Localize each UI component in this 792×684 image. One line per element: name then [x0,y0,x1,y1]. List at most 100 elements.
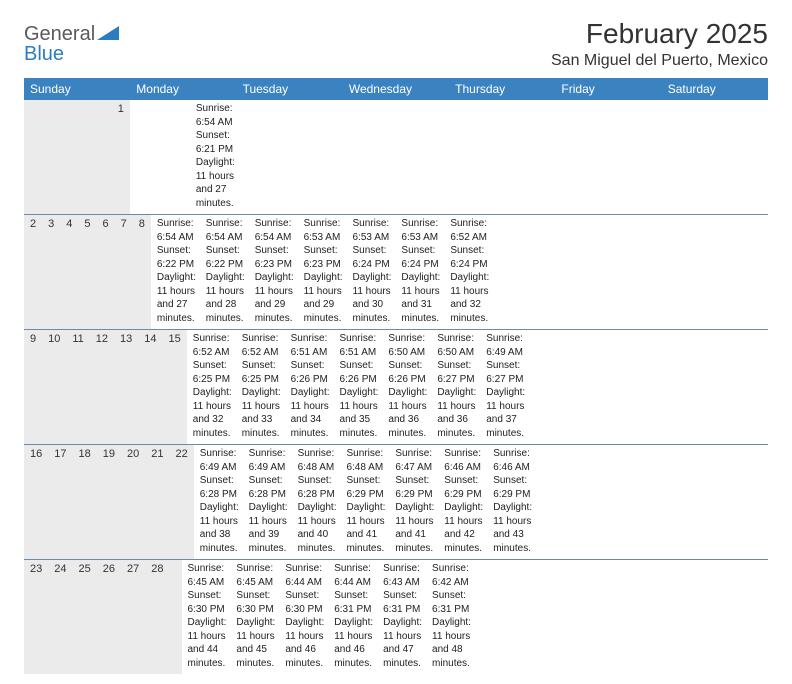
title-block: February 2025 San Miguel del Puerto, Mex… [551,18,768,70]
day-number: 23 [24,560,48,674]
day-number: 19 [97,445,121,559]
day-info: Sunrise: 6:49 AM Sunset: 6:27 PM Dayligh… [480,330,529,444]
day-number [39,100,54,214]
day-body-row: Sunrise: 6:52 AM Sunset: 6:25 PM Dayligh… [187,330,529,444]
day-number [24,100,39,214]
day-number: 13 [114,330,138,444]
day-number: 4 [60,215,78,329]
day-number: 21 [145,445,169,559]
weekday-header: Saturday [662,78,768,100]
day-number: 6 [97,215,115,329]
day-info: Sunrise: 6:52 AM Sunset: 6:24 PM Dayligh… [444,215,493,329]
day-info: Sunrise: 6:54 AM Sunset: 6:22 PM Dayligh… [151,215,200,329]
calendar-page: General Blue February 2025 San Miguel de… [0,0,792,684]
header-row: General Blue February 2025 San Miguel de… [24,18,768,70]
day-info: Sunrise: 6:54 AM Sunset: 6:21 PM Dayligh… [190,100,239,214]
day-info: Sunrise: 6:53 AM Sunset: 6:24 PM Dayligh… [395,215,444,329]
daynum-strip: 9101112131415 [24,330,187,444]
day-info: Sunrise: 6:53 AM Sunset: 6:24 PM Dayligh… [347,215,396,329]
day-number: 7 [115,215,133,329]
day-number: 2 [24,215,42,329]
day-number: 8 [133,215,151,329]
day-info: Sunrise: 6:46 AM Sunset: 6:29 PM Dayligh… [438,445,487,559]
day-info: Sunrise: 6:44 AM Sunset: 6:30 PM Dayligh… [279,560,328,674]
daynum-strip: 232425262728 [24,560,182,674]
day-info: Sunrise: 6:50 AM Sunset: 6:26 PM Dayligh… [382,330,431,444]
day-number: 28 [145,560,169,674]
day-info [140,100,150,214]
day-number [68,100,83,214]
day-number: 24 [48,560,72,674]
day-info: Sunrise: 6:54 AM Sunset: 6:22 PM Dayligh… [200,215,249,329]
day-number: 12 [90,330,114,444]
day-info: Sunrise: 6:51 AM Sunset: 6:26 PM Dayligh… [285,330,334,444]
day-info: Sunrise: 6:49 AM Sunset: 6:28 PM Dayligh… [194,445,243,559]
day-number [82,100,97,214]
day-body-row: Sunrise: 6:49 AM Sunset: 6:28 PM Dayligh… [194,445,536,559]
weekday-header: Wednesday [343,78,449,100]
logo-word-blue: Blue [24,43,64,65]
weekday-header: Monday [130,78,236,100]
day-number: 14 [138,330,162,444]
day-number: 27 [121,560,145,674]
weekday-header: Friday [555,78,661,100]
day-info: Sunrise: 6:42 AM Sunset: 6:31 PM Dayligh… [426,560,475,674]
day-number [53,100,68,214]
weekday-header: Tuesday [237,78,343,100]
day-number: 15 [163,330,187,444]
day-info: Sunrise: 6:49 AM Sunset: 6:28 PM Dayligh… [243,445,292,559]
calendar-grid: Sunday Monday Tuesday Wednesday Thursday… [24,78,768,674]
day-number: 11 [66,330,89,444]
day-info [475,560,485,674]
day-number: 3 [42,215,60,329]
day-number [97,100,112,214]
day-info: Sunrise: 6:50 AM Sunset: 6:27 PM Dayligh… [431,330,480,444]
week-row: 1 Sunrise: 6:54 AM Sunset: 6:21 PM Daylig… [24,100,768,215]
week-row: 16171819202122Sunrise: 6:49 AM Sunset: 6… [24,445,768,560]
logo: General Blue [24,24,119,64]
day-info: Sunrise: 6:45 AM Sunset: 6:30 PM Dayligh… [230,560,279,674]
day-info: Sunrise: 6:47 AM Sunset: 6:29 PM Dayligh… [389,445,438,559]
week-row: 232425262728Sunrise: 6:45 AM Sunset: 6:3… [24,560,768,674]
day-number: 20 [121,445,145,559]
day-number: 22 [170,445,194,559]
day-number: 17 [48,445,72,559]
day-info [180,100,190,214]
weekday-header-row: Sunday Monday Tuesday Wednesday Thursday… [24,78,768,100]
day-info: Sunrise: 6:48 AM Sunset: 6:29 PM Dayligh… [340,445,389,559]
day-info: Sunrise: 6:46 AM Sunset: 6:29 PM Dayligh… [487,445,536,559]
day-info: Sunrise: 6:52 AM Sunset: 6:25 PM Dayligh… [187,330,236,444]
day-body-row: Sunrise: 6:54 AM Sunset: 6:22 PM Dayligh… [151,215,493,329]
day-info [160,100,170,214]
weekday-header: Thursday [449,78,555,100]
day-number: 10 [42,330,66,444]
logo-triangle-icon [97,24,119,44]
day-number: 5 [78,215,96,329]
daynum-strip: 16171819202122 [24,445,194,559]
day-info: Sunrise: 6:45 AM Sunset: 6:30 PM Dayligh… [182,560,231,674]
day-number: 1 [112,100,130,214]
day-number: 26 [97,560,121,674]
day-body-row: Sunrise: 6:54 AM Sunset: 6:21 PM Dayligh… [130,100,239,214]
day-info: Sunrise: 6:48 AM Sunset: 6:28 PM Dayligh… [292,445,341,559]
day-body-row: Sunrise: 6:45 AM Sunset: 6:30 PM Dayligh… [182,560,485,674]
weeks-container: 1 Sunrise: 6:54 AM Sunset: 6:21 PM Daylig… [24,100,768,674]
week-row: 2345678Sunrise: 6:54 AM Sunset: 6:22 PM … [24,215,768,330]
day-info [130,100,140,214]
day-info: Sunrise: 6:44 AM Sunset: 6:31 PM Dayligh… [328,560,377,674]
daynum-strip: 2345678 [24,215,151,329]
location-subtitle: San Miguel del Puerto, Mexico [551,52,768,70]
day-number [170,560,182,674]
day-info: Sunrise: 6:53 AM Sunset: 6:23 PM Dayligh… [298,215,347,329]
daynum-strip: 1 [24,100,130,214]
day-info: Sunrise: 6:52 AM Sunset: 6:25 PM Dayligh… [236,330,285,444]
day-info [170,100,180,214]
week-row: 9101112131415Sunrise: 6:52 AM Sunset: 6:… [24,330,768,445]
logo-word-general: General [24,23,95,45]
day-number: 16 [24,445,48,559]
logo-text: General Blue [24,24,119,64]
day-number: 25 [73,560,97,674]
day-number: 9 [24,330,42,444]
weekday-header: Sunday [24,78,130,100]
day-info: Sunrise: 6:43 AM Sunset: 6:31 PM Dayligh… [377,560,426,674]
